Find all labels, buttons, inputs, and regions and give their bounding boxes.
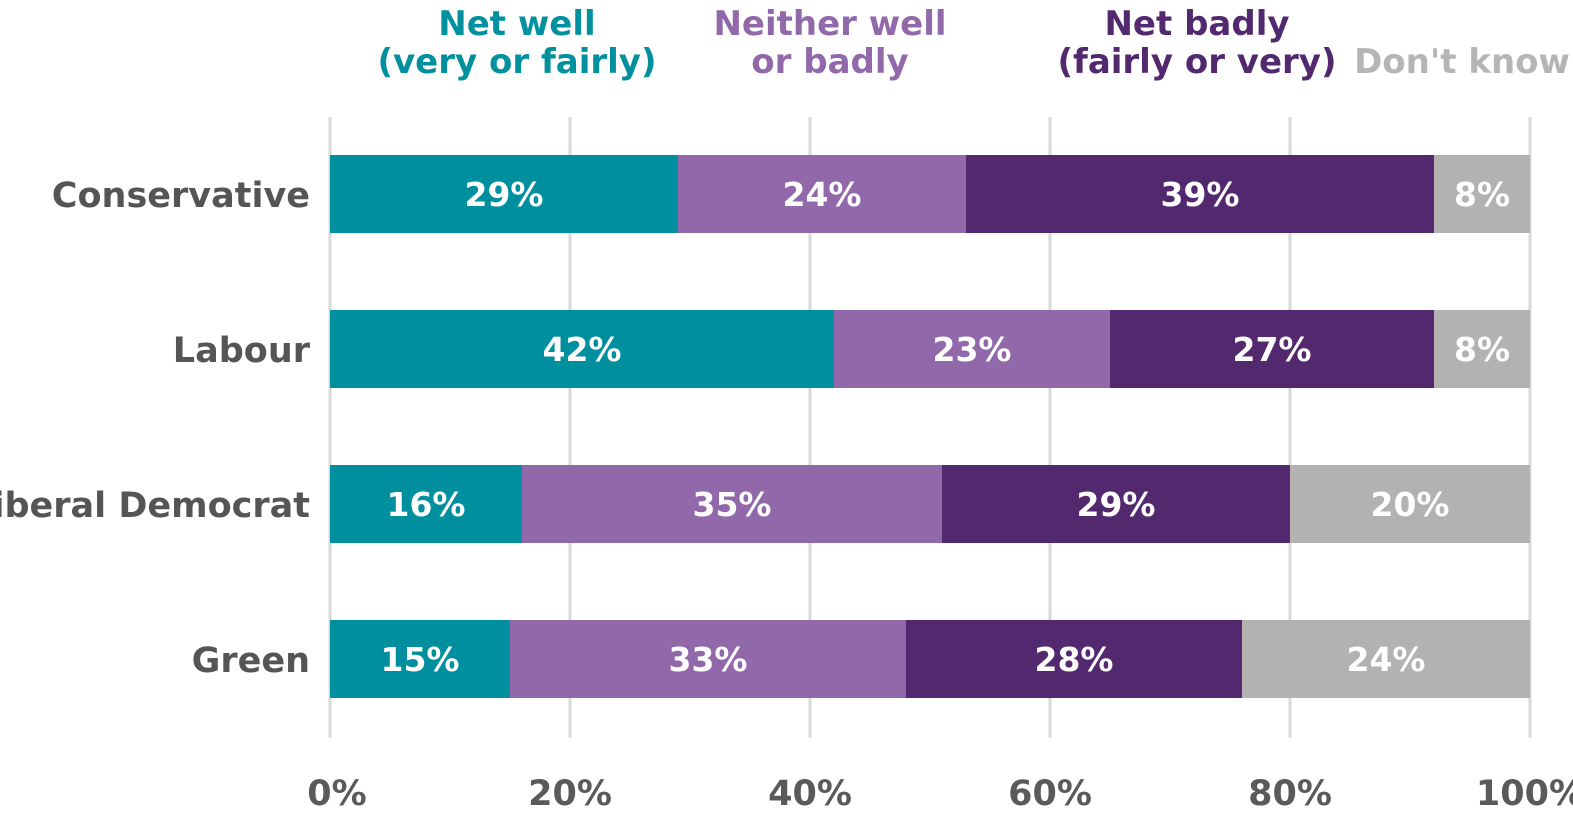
x-tick-label: 40%: [768, 774, 852, 814]
x-tick-label: 60%: [1008, 774, 1092, 814]
legend-item: Don't know: [1354, 42, 1570, 82]
bar-value-label: 23%: [933, 330, 1012, 369]
bar-value-label: 29%: [465, 175, 544, 214]
bar-segment: [906, 620, 1242, 698]
legend-label: Don't know: [1354, 42, 1570, 82]
bar-value-label: 8%: [1454, 175, 1510, 214]
bar-segment: [510, 620, 906, 698]
bar-segment: [330, 155, 678, 233]
category-labels: Conservative Labour Liberal Democrat Green: [0, 176, 311, 681]
category-label: Labour: [173, 331, 311, 371]
bar-row: 42% 23% 27% 8%: [330, 310, 1530, 388]
bar-segment: [942, 465, 1290, 543]
legend-label: (fairly or very): [1057, 42, 1336, 82]
bar-value-label: 35%: [693, 485, 772, 524]
bar-segment: [330, 620, 510, 698]
bar-value-label: 24%: [783, 175, 862, 214]
bar-value-label: 33%: [669, 640, 748, 679]
bar-value-label: 20%: [1371, 485, 1450, 524]
bar-value-label: 29%: [1077, 485, 1156, 524]
bar-row: 29% 24% 39% 8%: [330, 155, 1530, 233]
bars: 29% 24% 39% 8% 42% 23% 27% 8% 16% 35% 29% 20% 15% 33%…: [330, 155, 1530, 698]
bar-value-label: 24%: [1347, 640, 1426, 679]
legend-label: or badly: [751, 42, 908, 82]
bar-value-label: 42%: [543, 330, 622, 369]
legend-label: Neither well: [713, 4, 946, 44]
bar-segment: [834, 310, 1110, 388]
bar-value-label: 27%: [1233, 330, 1312, 369]
legend-label: Net badly: [1104, 4, 1289, 44]
bar-segment: [330, 310, 834, 388]
bar-segment: [1434, 310, 1530, 388]
bar-row: 15% 33% 28% 24%: [330, 620, 1530, 698]
legend-item: Net badly(fairly or very): [1057, 4, 1336, 82]
bar-segment: [330, 465, 522, 543]
legend-label: (very or fairly): [377, 42, 656, 82]
bar-segment: [1110, 310, 1434, 388]
x-axis-tick-labels: 0% 20% 40% 60% 80% 100%: [307, 774, 1573, 814]
bar-value-label: 16%: [387, 485, 466, 524]
bar-segment: [1434, 155, 1530, 233]
x-tick-label: 0%: [307, 774, 366, 814]
bar-segment: [1290, 465, 1530, 543]
bar-value-label: 39%: [1161, 175, 1240, 214]
x-tick-label: 80%: [1248, 774, 1332, 814]
bar-value-label: 28%: [1035, 640, 1114, 679]
x-tick-label: 100%: [1476, 774, 1573, 814]
bar-value-label: 8%: [1454, 330, 1510, 369]
x-tick-label: 20%: [528, 774, 612, 814]
bar-value-label: 15%: [381, 640, 460, 679]
category-label: Green: [192, 641, 310, 681]
bar-segment: [1242, 620, 1530, 698]
legend-label: Net well: [438, 4, 595, 44]
legend-item: Net well(very or fairly): [377, 4, 656, 82]
bar-row: 16% 35% 29% 20%: [330, 465, 1530, 543]
bar-segment: [678, 155, 966, 233]
bar-segment: [522, 465, 942, 543]
bar-segment: [966, 155, 1434, 233]
category-label: Liberal Democrat: [0, 486, 310, 526]
category-label: Conservative: [52, 176, 310, 216]
